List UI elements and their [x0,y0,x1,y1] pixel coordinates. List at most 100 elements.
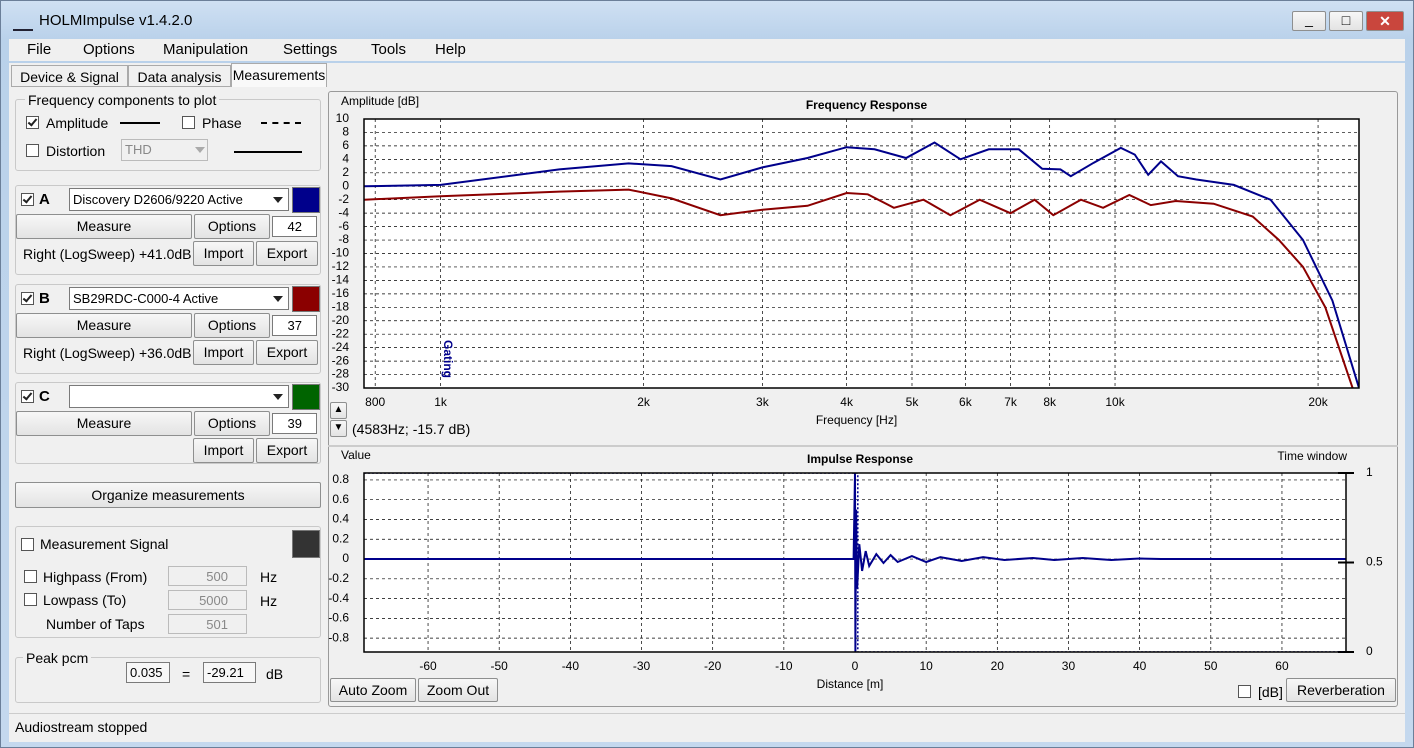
checkbox[interactable] [21,193,34,206]
checkbox[interactable] [21,292,34,305]
y-tick-label: -6 [338,219,349,233]
channel-letter: C [39,388,50,405]
splitter [328,445,1398,447]
y-tick-label: -18 [332,299,350,313]
scroll-up[interactable]: ▲ [330,402,347,419]
options-button[interactable]: Options [194,411,270,436]
channel-name[interactable]: Discovery D2606/9220 Active [69,188,289,211]
zoom-out-button[interactable]: Zoom Out [418,678,498,702]
x-tick-label: -10 [775,659,793,673]
options-button[interactable]: Options [194,313,270,338]
plot-border [363,472,1347,653]
channel-name-text: Discovery D2606/9220 Active [73,192,243,207]
y2-tick-label: 1 [1366,465,1373,479]
y-tick-label: -0.8 [328,630,349,644]
import-button[interactable]: Import [193,340,254,365]
spinbox[interactable]: 500 [168,566,247,586]
x-tick-label: 0 [852,659,859,673]
series-line [364,473,1346,652]
menu-item[interactable]: Help [435,41,466,58]
x-tick-label: 7k [1004,395,1018,409]
x-tick-label: -60 [419,659,437,673]
series-line [364,141,1359,388]
dropdown-value: THD [125,142,152,157]
channel-info: Right (LogSweep) +36.0dB [23,345,192,361]
checkbox[interactable] [24,593,37,606]
x-tick-label: 8k [1043,395,1057,409]
checkbox[interactable] [1238,685,1251,698]
line-style [261,122,301,124]
color-swatch[interactable] [292,384,320,410]
import-button[interactable]: Import [193,438,254,463]
channel-name[interactable]: SB29RDC-C000-4 Active [69,287,289,310]
tab[interactable]: Device & Signal [11,65,128,87]
auto-zoom-button[interactable]: Auto Zoom [330,678,416,702]
group-box [15,185,321,275]
menu-item[interactable]: Manipulation [163,41,249,58]
close-button[interactable]: ✕ [1366,11,1404,31]
y-tick-label: -22 [332,326,350,340]
spinbox[interactable]: 39 [272,413,317,434]
organize-button[interactable]: Organize measurements [15,482,321,508]
x-tick-label: 3k [756,395,770,409]
menu-item[interactable]: File [27,41,52,58]
checkbox[interactable] [26,116,39,129]
scroll-down[interactable]: ▼ [330,420,347,437]
menu-item[interactable]: Options [83,41,135,58]
spinbox[interactable]: 501 [168,614,247,634]
y-tick-label: -14 [332,273,350,287]
tab[interactable]: Measurements [231,63,327,87]
options-button[interactable]: Options [194,214,270,239]
color-swatch[interactable] [292,286,320,312]
series-line [364,188,1354,388]
export-button[interactable]: Export [256,438,318,463]
channel-name-text: SB29RDC-C000-4 Active [73,291,219,306]
spinbox[interactable]: 37 [272,315,317,336]
x-tick-label: 6k [959,395,973,409]
color-swatch[interactable] [292,187,320,213]
checkbox[interactable] [26,144,39,157]
spinbox[interactable]: 5000 [168,590,247,610]
measure-button[interactable]: Measure [16,411,192,436]
spinbox[interactable]: 42 [272,216,317,237]
unit: Hz [260,593,278,609]
menu-item[interactable]: Tools [371,41,407,58]
group-title: Frequency components to plot [25,92,220,108]
maximize-button[interactable]: □ [1329,11,1363,31]
x-tick-label: 20 [991,659,1005,673]
tab[interactable]: Data analysis [128,65,231,87]
measure-button[interactable]: Measure [16,313,192,338]
y-axis-label: Value [341,448,371,462]
color-swatch[interactable] [292,530,320,558]
annotation: Gating [441,340,455,378]
x-tick-label: -20 [704,659,722,673]
y2-tick-label: 0.5 [1366,555,1383,569]
checkbox[interactable] [24,570,37,583]
unit: Hz [260,569,278,585]
export-button[interactable]: Export [256,241,318,266]
y-tick-label: -10 [332,246,350,260]
dropdown[interactable]: THD [121,139,208,161]
checkbox[interactable] [21,390,34,403]
group-box [15,526,321,638]
x-tick-label: 4k [840,395,854,409]
x-tick-label: 1k [434,395,448,409]
export-button[interactable]: Export [256,340,318,365]
y-tick-label: -0.6 [328,611,349,625]
reverberation-button[interactable]: Reverberation [1286,678,1396,702]
checkbox[interactable] [21,538,34,551]
y-tick-label: 10 [336,111,350,125]
menu-item[interactable]: Settings [283,41,338,58]
y-tick-label: 4 [342,152,349,166]
minimize-button[interactable]: _ [1292,11,1326,31]
group-title: Peak pcm [23,650,92,666]
checkbox[interactable] [182,116,195,129]
measure-button[interactable]: Measure [16,214,192,239]
channel-name[interactable] [69,385,289,408]
unit: dB [266,666,284,682]
import-button[interactable]: Import [193,241,254,266]
y-tick-label: -24 [332,340,350,354]
dropdown-arrow [273,296,283,302]
y-tick-label: 0.4 [332,512,349,526]
